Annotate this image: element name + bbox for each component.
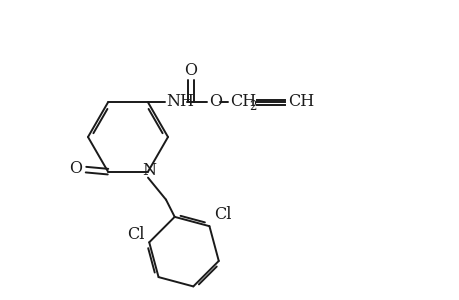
Text: N: N (142, 162, 156, 179)
Text: O: O (208, 93, 222, 110)
Text: O: O (184, 62, 197, 79)
Text: 2: 2 (248, 100, 256, 113)
Text: Cl: Cl (126, 226, 144, 243)
Text: O: O (69, 160, 82, 177)
Text: Cl: Cl (214, 206, 231, 223)
Text: CH: CH (287, 93, 313, 110)
Text: CH: CH (230, 93, 256, 110)
Text: NH: NH (166, 93, 194, 110)
